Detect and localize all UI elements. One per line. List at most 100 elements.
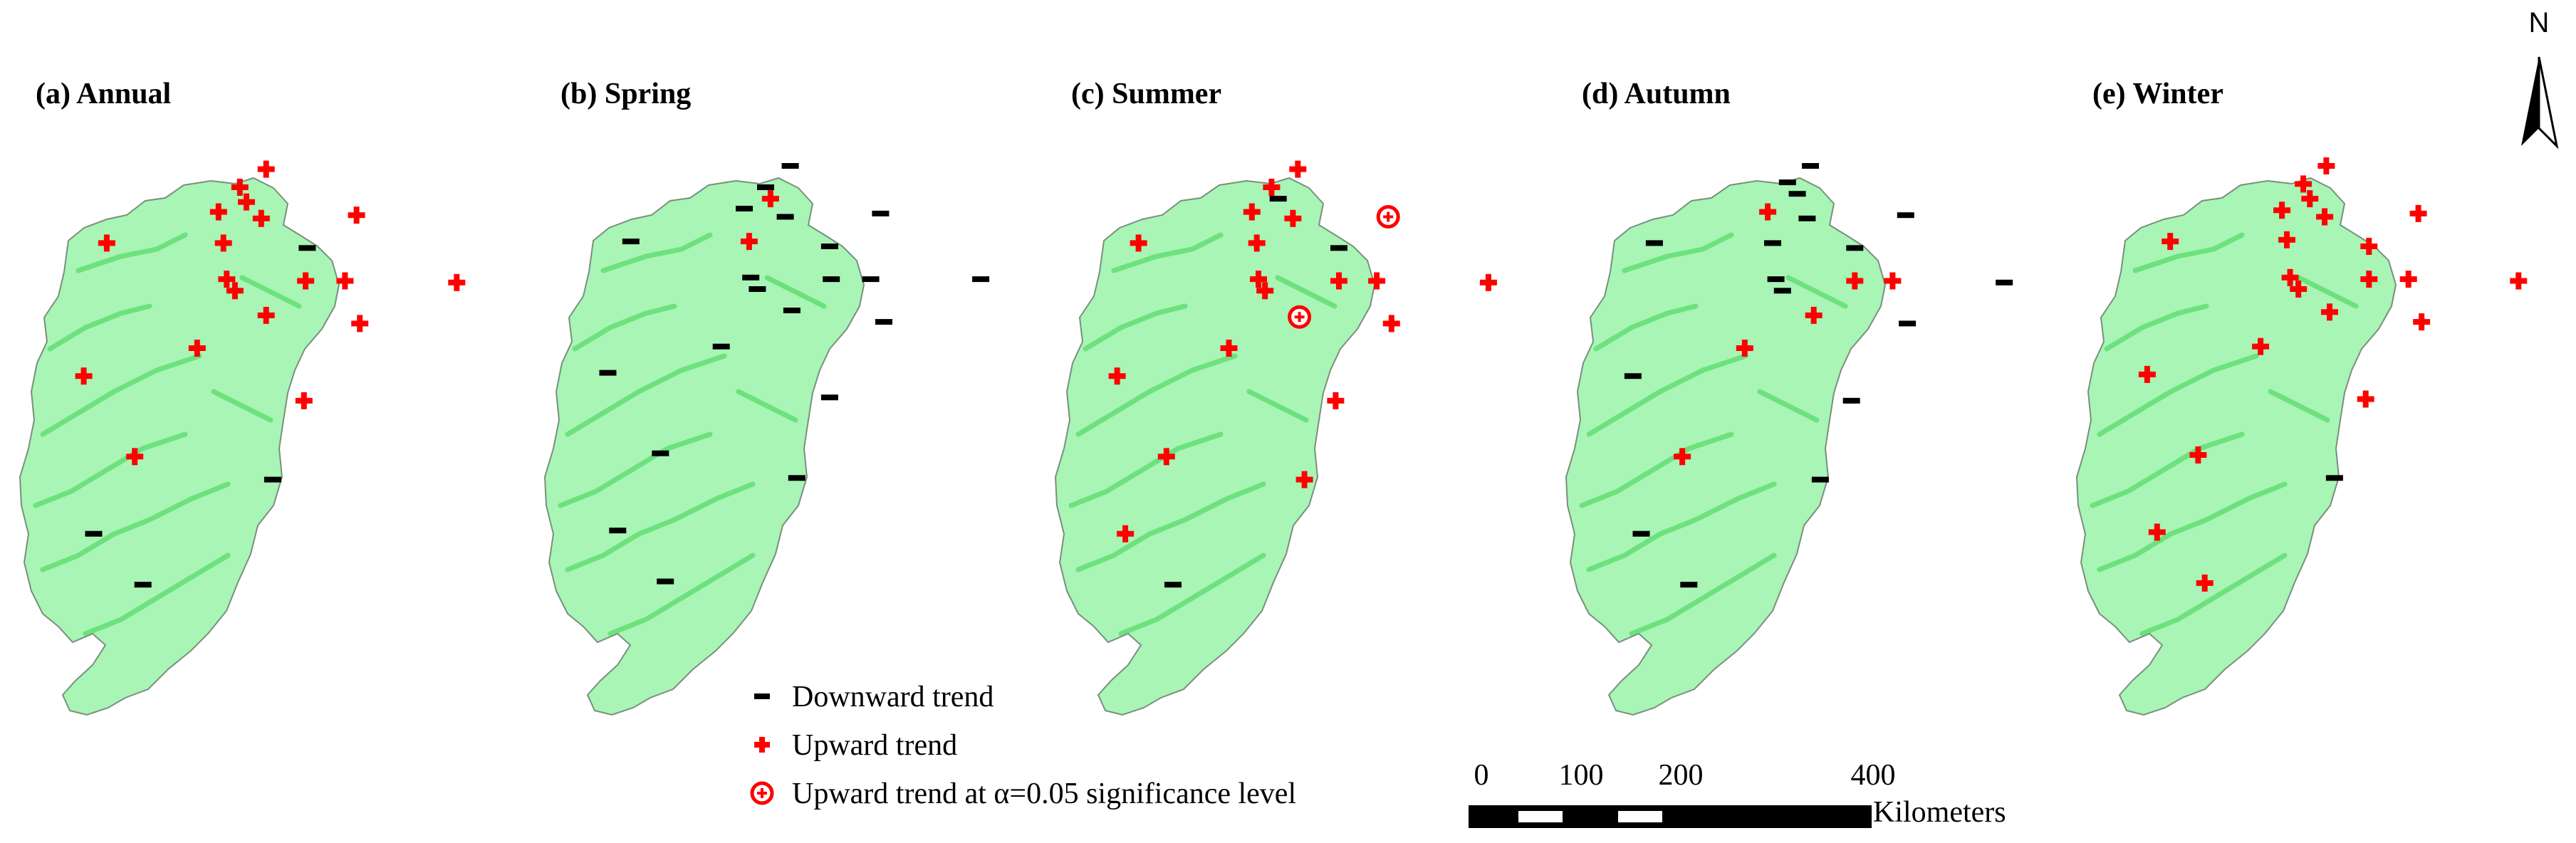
downward-trend-marker — [1811, 476, 1829, 483]
map-spring — [543, 163, 990, 716]
map-winter — [2075, 157, 2528, 716]
downward-trend-marker — [972, 276, 990, 283]
legend-label-significant: Upward trend at α=0.05 significance leve… — [792, 777, 1297, 810]
downward-trend-marker — [1269, 196, 1287, 202]
terrain-ridge — [1275, 275, 1337, 309]
scale-tick-200: 200 — [1658, 759, 1704, 792]
terrain-ridge — [558, 431, 713, 508]
terrain-ridge — [239, 275, 302, 309]
upward-trend-marker — [1108, 367, 1126, 385]
significant-upward-trend-marker — [1376, 205, 1400, 229]
downward-trend-marker — [1773, 288, 1791, 294]
legend-item-downward: Downward trend — [741, 676, 1439, 719]
region-outline — [543, 177, 865, 716]
upward-trend-icon — [754, 737, 770, 753]
upward-trend-marker — [2138, 365, 2156, 383]
upward-trend-marker — [2196, 574, 2213, 592]
scale-tick-400: 400 — [1850, 759, 1896, 792]
downward-trend-marker — [1764, 240, 1781, 246]
terrain-ridge — [2104, 303, 2209, 352]
upward-trend-marker — [1157, 448, 1175, 466]
downward-trend-marker — [1846, 245, 1864, 251]
downward-trend-marker — [872, 210, 890, 216]
upward-trend-marker — [351, 315, 369, 333]
significant-upward-trend-marker — [1288, 305, 1312, 329]
upward-trend-marker — [1674, 448, 1691, 466]
panel-title-summer: (c) Summer — [1071, 78, 1222, 110]
downward-trend-marker — [264, 476, 281, 483]
terrain-ridge — [1586, 481, 1777, 572]
upward-trend-marker — [238, 193, 255, 211]
upward-trend-marker — [2295, 175, 2312, 193]
panel-winter: (e) Winter — [2057, 0, 2570, 843]
terrain-ridge — [1068, 431, 1224, 508]
upward-trend-marker — [209, 203, 227, 221]
upward-trend-marker — [126, 448, 144, 466]
terrain-ridge — [83, 553, 231, 637]
terrain-ridge — [1785, 275, 1848, 309]
downward-trend-icon — [754, 693, 770, 699]
downward-trend-marker — [1798, 215, 1816, 221]
downward-trend-marker — [862, 276, 880, 283]
upward-trend-marker — [1382, 315, 1400, 333]
terrain-ridge — [1579, 431, 1734, 508]
upward-trend-marker — [1250, 271, 1267, 288]
downward-trend-marker — [1767, 276, 1785, 283]
downward-trend-marker — [1788, 191, 1806, 197]
downward-trend-marker — [1164, 582, 1182, 588]
panel-spring: (b) Spring — [525, 0, 1038, 843]
upward-trend-marker — [252, 209, 270, 227]
upward-trend-marker — [2162, 233, 2179, 251]
terrain-ridge — [1586, 353, 1748, 437]
upward-trend-marker — [2252, 337, 2270, 355]
downward-trend-marker — [622, 239, 640, 245]
upward-trend-marker — [2413, 313, 2431, 331]
scale-bar: 0 100 200 400 Kilometers — [1453, 758, 2065, 837]
upward-trend-marker — [2189, 446, 2207, 464]
upward-trend-marker — [2148, 523, 2166, 541]
legend-label-downward: Downward trend — [792, 681, 994, 713]
downward-trend-marker — [1778, 179, 1796, 186]
downward-trend-marker — [1899, 320, 1917, 327]
downward-trend-marker — [757, 184, 774, 190]
upward-trend-marker — [1846, 272, 1864, 290]
terrain-ridge — [1629, 553, 1777, 637]
terrain-ridge — [2097, 481, 2288, 572]
upward-trend-marker — [2281, 268, 2299, 286]
terrain-ridge — [2132, 232, 2245, 273]
downward-trend-marker — [657, 578, 674, 585]
upward-trend-marker — [214, 234, 232, 252]
terrain-ridge — [1593, 303, 1699, 352]
upward-trend-marker — [1759, 203, 1777, 221]
upward-trend-marker — [348, 206, 365, 224]
upward-trend-marker — [75, 367, 93, 385]
downward-trend-marker — [2325, 475, 2343, 481]
upward-trend-marker — [1330, 272, 1347, 290]
legend: Downward trend Upward trend Upward trend… — [741, 676, 1439, 826]
terrain-ridge — [75, 232, 188, 273]
panel-title-spring: (b) Spring — [560, 78, 692, 110]
terrain-ridge — [2097, 353, 2259, 437]
legend-label-upward: Upward trend — [792, 729, 958, 762]
upward-trend-marker — [1295, 471, 1313, 488]
terrain-ridge — [1083, 303, 1188, 352]
upward-trend-marker — [2399, 271, 2417, 288]
upward-trend-marker — [740, 233, 758, 251]
terrain-ridge — [736, 389, 798, 423]
upward-trend-marker — [1117, 525, 1135, 543]
north-label: N — [2528, 7, 2550, 38]
downward-trend-marker — [736, 206, 753, 211]
downward-trend-marker — [875, 319, 892, 325]
north-arrow: N — [2507, 7, 2571, 150]
terrain-ridge — [1622, 232, 1734, 273]
scale-units-label: Kilometers — [1873, 796, 2006, 829]
upward-trend-marker — [2409, 204, 2427, 222]
downward-trend-marker — [1330, 245, 1347, 251]
upward-trend-marker — [2290, 281, 2308, 298]
downward-trend-marker — [298, 245, 316, 251]
downward-trend-marker — [783, 308, 801, 313]
upward-trend-marker — [2301, 190, 2319, 208]
region-outline — [1565, 177, 1887, 716]
downward-trend-marker — [1842, 397, 1860, 404]
downward-trend-marker — [788, 475, 805, 481]
